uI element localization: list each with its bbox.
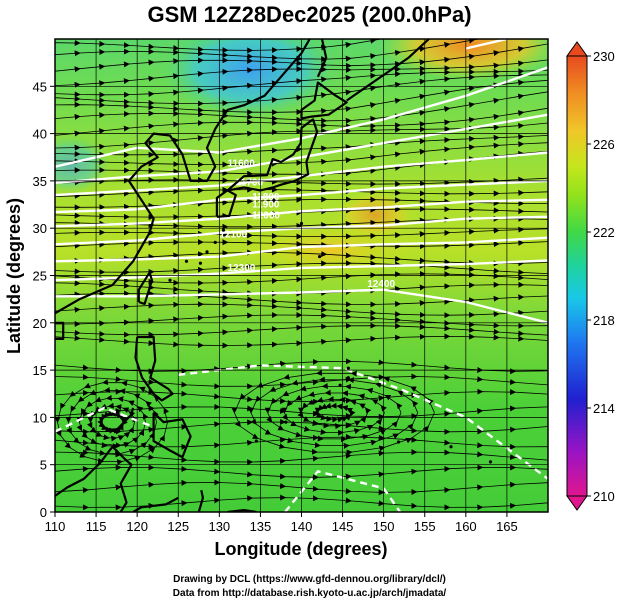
x-tick-label: 165	[496, 519, 518, 534]
height-contour	[465, 39, 508, 50]
coastline	[346, 39, 430, 102]
colorbar-top-arrow	[566, 41, 588, 57]
contour-label: 11900	[252, 199, 280, 210]
x-tick-label: 110	[45, 519, 66, 534]
x-axis-ticks: 110 115 120 125 130 135 140 145 150 155 160 165	[45, 512, 518, 534]
coastline	[197, 489, 204, 512]
colorbar-tick-label: 230	[593, 49, 615, 64]
island	[346, 376, 350, 380]
coastline	[152, 411, 192, 459]
island	[555, 443, 558, 446]
colorbar-body	[566, 55, 588, 497]
island	[213, 240, 217, 244]
grid-lines	[55, 39, 548, 512]
coastlines	[55, 39, 558, 512]
x-tick-label: 145	[332, 519, 354, 534]
y-tick-label: 25	[33, 269, 47, 284]
warm-region-east	[335, 190, 415, 240]
x-tick-label: 160	[455, 519, 477, 534]
warm-region-northeast	[380, 39, 548, 80]
colorbar-tick-label: 226	[593, 137, 615, 152]
map-title: GSM 12Z28Dec2025 (200.0hPa)	[147, 2, 472, 27]
contour-label: 11800	[252, 192, 280, 203]
y-tick-label: 10	[33, 410, 47, 425]
x-tick-label: 115	[86, 519, 107, 534]
y-tick-label: 45	[33, 79, 47, 94]
x-tick-label: 135	[250, 519, 272, 534]
credit-data: Data from http://database.rish.kyoto-u.a…	[172, 588, 447, 599]
contour-label: 11600	[228, 159, 256, 170]
island	[317, 254, 322, 259]
island	[338, 383, 342, 387]
island	[198, 261, 203, 265]
y-tick-label: 5	[40, 458, 47, 473]
island	[284, 420, 288, 424]
island	[254, 439, 258, 443]
colorbar: 210 214 218 222 226 230	[566, 41, 615, 511]
x-tick-label: 150	[373, 519, 395, 534]
colorbar-tick-label: 222	[593, 225, 615, 240]
colorbar-tick-label: 210	[593, 489, 615, 504]
coastline	[300, 81, 348, 120]
island	[346, 366, 350, 370]
contour-label: 11700	[236, 178, 264, 189]
colorbar-bottom-arrow	[566, 495, 588, 511]
island	[488, 460, 493, 464]
coastline	[137, 271, 154, 305]
y-tick-label: 0	[40, 505, 47, 520]
island	[221, 228, 226, 232]
height-contour	[178, 364, 548, 480]
colorbar-ticks: 210 214 218 222 226 230	[587, 49, 615, 504]
x-tick-label: 125	[167, 519, 189, 534]
x-tick-label: 120	[126, 519, 148, 534]
coastline	[55, 39, 311, 315]
y-tick-label: 35	[33, 174, 47, 189]
credit-drawing: Drawing by DCL (https://www.gfd-dennou.o…	[173, 574, 446, 585]
coastline	[226, 118, 319, 192]
y-tick-label: 30	[33, 221, 47, 236]
x-tick-label: 130	[208, 519, 230, 534]
coastline	[215, 189, 237, 218]
y-tick-label: 15	[33, 363, 47, 378]
island	[298, 197, 302, 201]
colorbar-tick-label: 218	[593, 313, 615, 328]
contour-label: 12400	[367, 279, 395, 290]
contour-label: 12300	[228, 263, 256, 274]
y-tick-label: 40	[33, 127, 47, 142]
coastline	[55, 445, 133, 512]
island	[184, 259, 189, 263]
island	[449, 445, 453, 449]
island	[396, 440, 401, 444]
coastline	[316, 39, 328, 78]
x-tick-label: 140	[291, 519, 313, 534]
y-axis-ticks: 0 5 10 15 20 25 30 35 40 45	[33, 79, 55, 520]
contour-label: 12100	[219, 230, 247, 241]
coastline	[113, 407, 135, 434]
island	[205, 250, 209, 254]
y-tick-label: 20	[33, 316, 47, 331]
y-axis-label: Latitude (degrees)	[4, 198, 24, 354]
colorbar-tick-label: 214	[593, 401, 615, 416]
island	[168, 278, 172, 282]
coastline	[134, 335, 174, 402]
contour-label: 12000	[252, 211, 280, 222]
x-tick-label: 155	[414, 519, 436, 534]
x-axis-label: Longitude (degrees)	[214, 539, 387, 559]
